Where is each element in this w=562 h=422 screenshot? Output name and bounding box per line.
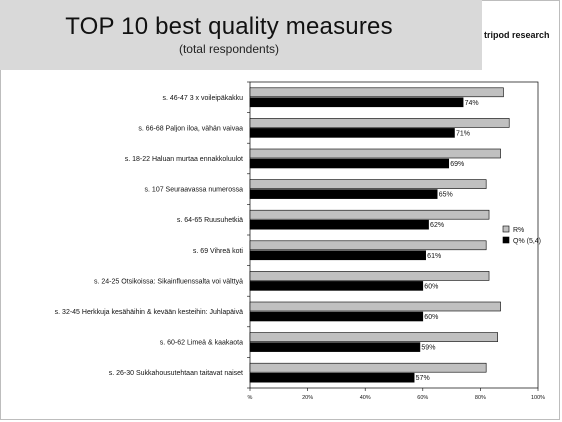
legend-label-q: Q% (5,4): [513, 238, 541, 245]
bar-r: [249, 118, 510, 128]
title-banner: TOP 10 best quality measures (total resp…: [0, 0, 482, 70]
bar-q: [249, 219, 429, 230]
x-tick-label: 20%: [302, 395, 313, 401]
chart-title: TOP 10 best quality measures: [65, 13, 393, 40]
brand-logo-text: tripod research: [484, 30, 550, 40]
bar-r: [249, 271, 490, 281]
category-label: s. 18-22 Haluan murtaa ennakkoluulot: [125, 156, 243, 163]
bar-r: [249, 209, 490, 220]
bar-q: [249, 311, 424, 322]
data-label: 60%: [424, 314, 438, 321]
bar-q: [249, 342, 421, 352]
bar-r: [249, 179, 487, 189]
bar-r: [249, 362, 487, 373]
legend-label-r: R%: [513, 227, 524, 234]
bar-q: [249, 250, 426, 261]
chart-subtitle: (total respondents): [178, 42, 280, 56]
category-label: s. 69 Vihreä koti: [193, 248, 244, 255]
bar-r: [249, 87, 504, 98]
category-label: s. 32-45 Herkkuja kesähäihin & kevään ke…: [55, 309, 243, 316]
data-label: 69%: [450, 161, 464, 168]
legend-swatch-r: [502, 225, 510, 233]
data-label: 59%: [421, 345, 435, 352]
data-label: 62%: [430, 222, 444, 229]
category-label: s. 46-47 3 x voileipäkakku: [162, 95, 243, 102]
bar-r: [249, 301, 501, 312]
x-tick-label: 80%: [475, 395, 486, 401]
category-label: s. 107 Seuraavassa numerossa: [145, 187, 244, 194]
bar-q: [249, 97, 464, 108]
bar-q: [249, 189, 438, 199]
data-label: 61%: [427, 253, 441, 260]
bar-r: [249, 332, 498, 342]
category-label: s. 24-25 Otsikoissa: Sikainfluenssalta v…: [94, 278, 243, 285]
bar-q: [249, 372, 415, 383]
category-label: s. 66-68 Paljon iloa, vähän vaivaa: [138, 125, 243, 132]
data-label: 65%: [439, 192, 453, 199]
category-label: s. 64-65 Ruusuhetkiä: [177, 217, 243, 224]
category-label: s. 60-62 Limeä & kaakaota: [160, 340, 243, 347]
data-label: 71%: [456, 130, 470, 137]
data-label: 60%: [424, 283, 438, 290]
category-label: s. 26-30 Sukkahousutehtaan taitavat nais…: [109, 370, 243, 377]
x-tick-label: 60%: [417, 395, 428, 401]
data-label: 57%: [416, 375, 430, 382]
bar-r: [249, 240, 487, 251]
x-tick-label: %: [248, 395, 253, 401]
bar-q: [249, 158, 450, 169]
legend-swatch-q: [502, 236, 510, 244]
bar-q: [249, 281, 424, 291]
x-tick-label: 40%: [360, 395, 371, 401]
bar-q: [249, 128, 455, 138]
data-label: 74%: [465, 100, 479, 107]
bar-r: [249, 148, 501, 159]
x-tick-label: 100%: [531, 395, 545, 401]
plot-frame: [249, 81, 539, 389]
